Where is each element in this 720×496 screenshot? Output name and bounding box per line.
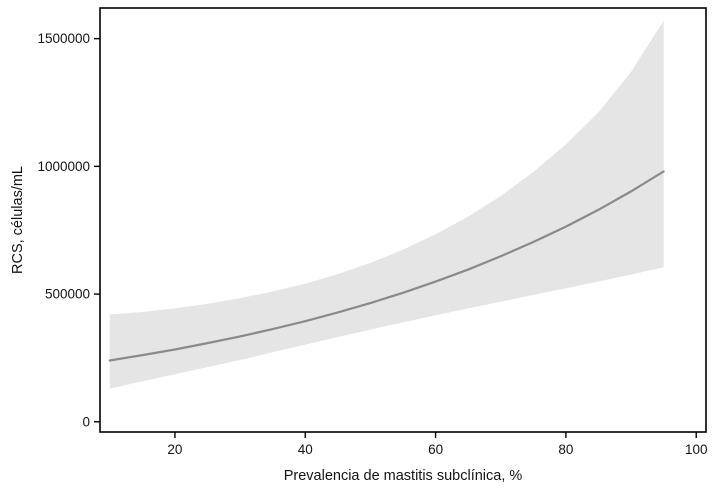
line-layer — [108, 170, 665, 362]
x-tick-label: 100 — [685, 442, 708, 457]
y-tick-label: 1000000 — [37, 159, 90, 174]
x-tick-label: 60 — [428, 442, 443, 457]
y-axis-title: RCS, células/mL — [10, 166, 26, 274]
y-tick-label: 0 — [82, 414, 90, 429]
x-tick-label: 40 — [298, 442, 313, 457]
x-axis-title: Prevalencia de mastitis subclínica, % — [284, 468, 523, 484]
frame-layer — [99, 7, 707, 433]
x-tick-label: 80 — [558, 442, 573, 457]
confidence-band — [109, 20, 664, 389]
x-tick-label: 20 — [167, 442, 182, 457]
y-tick-label: 1500000 — [37, 31, 90, 46]
plot-border — [99, 7, 707, 433]
tick-layer: 20 40 60 80 100 0 500000 1000000 1500000 — [37, 31, 707, 457]
confidence-band-layer — [109, 20, 664, 389]
y-tick-label: 500000 — [45, 287, 90, 302]
regression-line — [108, 170, 665, 362]
